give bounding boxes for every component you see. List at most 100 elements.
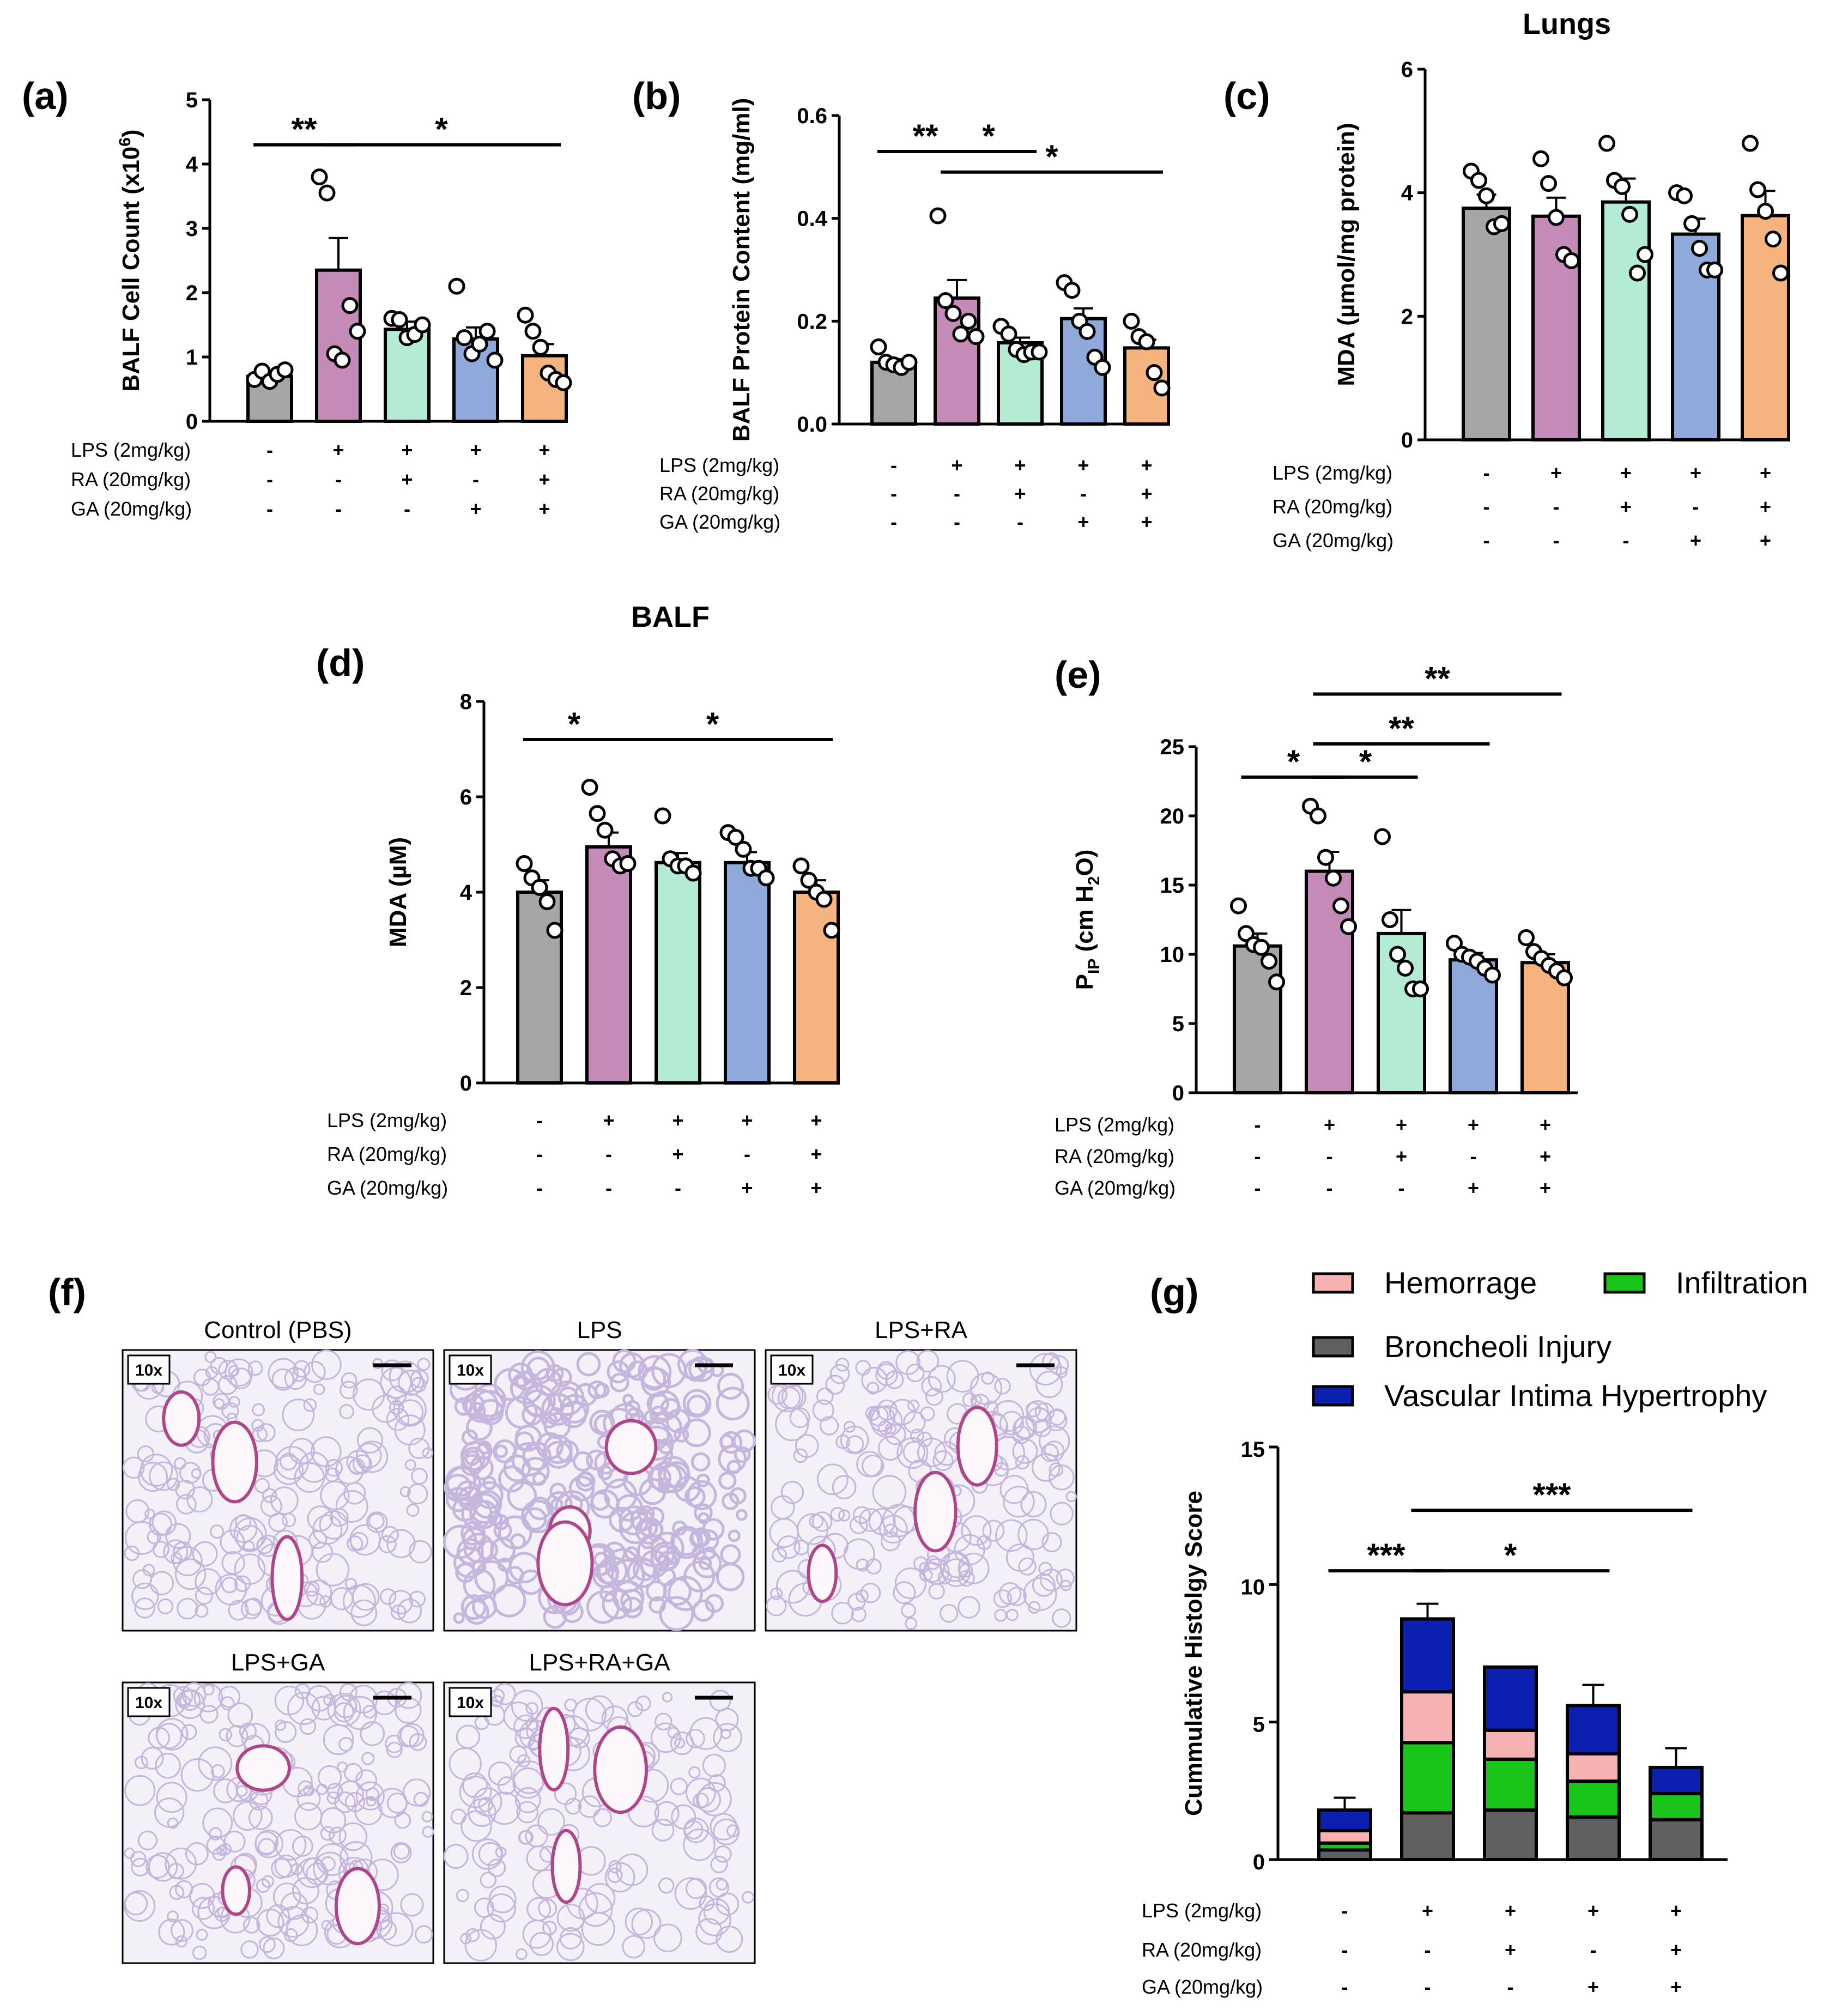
alveolus: [657, 1551, 677, 1571]
y-axis-label: BALF Cell Count (x106): [116, 129, 144, 391]
data-point: [531, 879, 548, 896]
alveolus: [181, 1724, 197, 1740]
alveolus: [1026, 1400, 1049, 1423]
alveolus: [710, 1855, 728, 1874]
alveolus: [586, 1590, 620, 1624]
alveolus: [134, 1597, 155, 1619]
condition-label: RA (20mg/kg): [1055, 1145, 1174, 1167]
condition-label: GA (20mg/kg): [327, 1177, 448, 1199]
data-point: [1532, 150, 1549, 167]
condition-label: LPS (2mg/kg): [71, 439, 191, 461]
condition-label: RA (20mg/kg): [71, 468, 191, 491]
alveolus: [671, 1804, 696, 1830]
data-point: [1146, 364, 1163, 382]
condition-symbol: -: [335, 468, 342, 491]
alveolus: [858, 1508, 883, 1532]
y-axis-label: MDA (µmol/mg protein): [1333, 123, 1360, 386]
alveolus: [793, 1448, 808, 1463]
alveolus: [379, 1912, 414, 1947]
condition-symbol: +: [810, 1177, 822, 1199]
data-point: [596, 821, 614, 839]
alveolus: [742, 1891, 755, 1904]
alveolus: [1035, 1371, 1063, 1399]
histology-label: LPS: [577, 1317, 622, 1343]
alveolus: [734, 1446, 751, 1463]
alveolus: [497, 1557, 512, 1572]
data-point: [1325, 869, 1342, 887]
alveolus: [522, 1442, 552, 1471]
data-point: [619, 855, 637, 872]
alveolus: [421, 1811, 433, 1823]
data-point: [1031, 343, 1048, 361]
condition-label: LPS (2mg/kg): [327, 1109, 447, 1131]
alveolus: [292, 1367, 306, 1382]
alveolus: [604, 1548, 640, 1583]
condition-symbol: +: [741, 1177, 753, 1199]
alveolus: [362, 1705, 377, 1719]
data-point: [1548, 209, 1565, 226]
alveolus: [635, 1696, 651, 1711]
condition-symbol: -: [1553, 495, 1560, 518]
alveolus: [252, 1403, 265, 1416]
alveolus: [462, 1772, 488, 1798]
alveolus: [635, 1517, 663, 1545]
alveolus: [288, 1438, 316, 1464]
alveolus: [493, 1682, 516, 1705]
data-point: [1317, 849, 1334, 866]
y-axis-label-part: 2: [1085, 876, 1103, 886]
alveolus: [229, 1515, 258, 1543]
legend-label: Broncheoli Injury: [1384, 1329, 1611, 1364]
alveolus: [243, 1916, 260, 1934]
alveolus: [218, 1359, 239, 1380]
alveolus: [707, 1774, 726, 1792]
alveolus: [176, 1494, 197, 1515]
data-point: [341, 297, 359, 314]
data-point: [1310, 807, 1326, 825]
alveolus: [326, 1783, 343, 1799]
alveolus: [492, 1583, 526, 1618]
y-tick-label: 0.2: [797, 310, 827, 334]
data-point: [1094, 359, 1111, 376]
alveolus: [335, 1456, 364, 1485]
condition-label: GA (20mg/kg): [1273, 529, 1393, 552]
alveolus: [192, 1541, 218, 1567]
chart-title: BALF: [631, 601, 710, 633]
alveolus: [653, 1923, 682, 1953]
y-axis-label: BALF Protein Content (mg/ml): [728, 98, 755, 442]
airway: [270, 1535, 304, 1621]
alveolus: [1049, 1464, 1075, 1491]
alveolus: [465, 1414, 493, 1441]
alveolus: [157, 1598, 174, 1615]
data-point: [1683, 215, 1700, 232]
alveolus: [334, 1702, 354, 1723]
bar: [1601, 200, 1651, 441]
alveolus: [1017, 1518, 1049, 1551]
alveolus: [225, 1358, 253, 1387]
stacked-segment: [1483, 1757, 1538, 1812]
alveolus: [233, 1801, 263, 1831]
legend-label: Vascular Intima Hypertrophy: [1384, 1378, 1767, 1413]
alveolus: [696, 1473, 710, 1487]
alveolus: [480, 1872, 497, 1888]
alveolus: [542, 1921, 557, 1935]
data-point: [1138, 333, 1155, 350]
alveolus: [464, 1929, 498, 1961]
alveolus: [217, 1375, 238, 1395]
y-axis-label-part: BALF Protein Content (mg/ml): [728, 98, 755, 442]
condition-label: RA (20mg/kg): [1273, 495, 1392, 518]
alveolus: [812, 1399, 834, 1421]
airway: [550, 1829, 582, 1904]
alveolus: [417, 1358, 431, 1371]
alveolus: [397, 1725, 420, 1748]
data-point: [1063, 282, 1081, 299]
alveolus: [247, 1360, 263, 1376]
data-point: [448, 277, 465, 295]
magnification-label: 10x: [778, 1361, 805, 1379]
alveolus: [209, 1827, 222, 1841]
condition-symbol: -: [1398, 1177, 1405, 1199]
bar: [315, 268, 362, 423]
alveolus: [554, 1782, 577, 1805]
alveolus: [381, 1525, 399, 1543]
y-tick-label: 0.0: [797, 413, 827, 437]
alveolus: [311, 1349, 342, 1380]
